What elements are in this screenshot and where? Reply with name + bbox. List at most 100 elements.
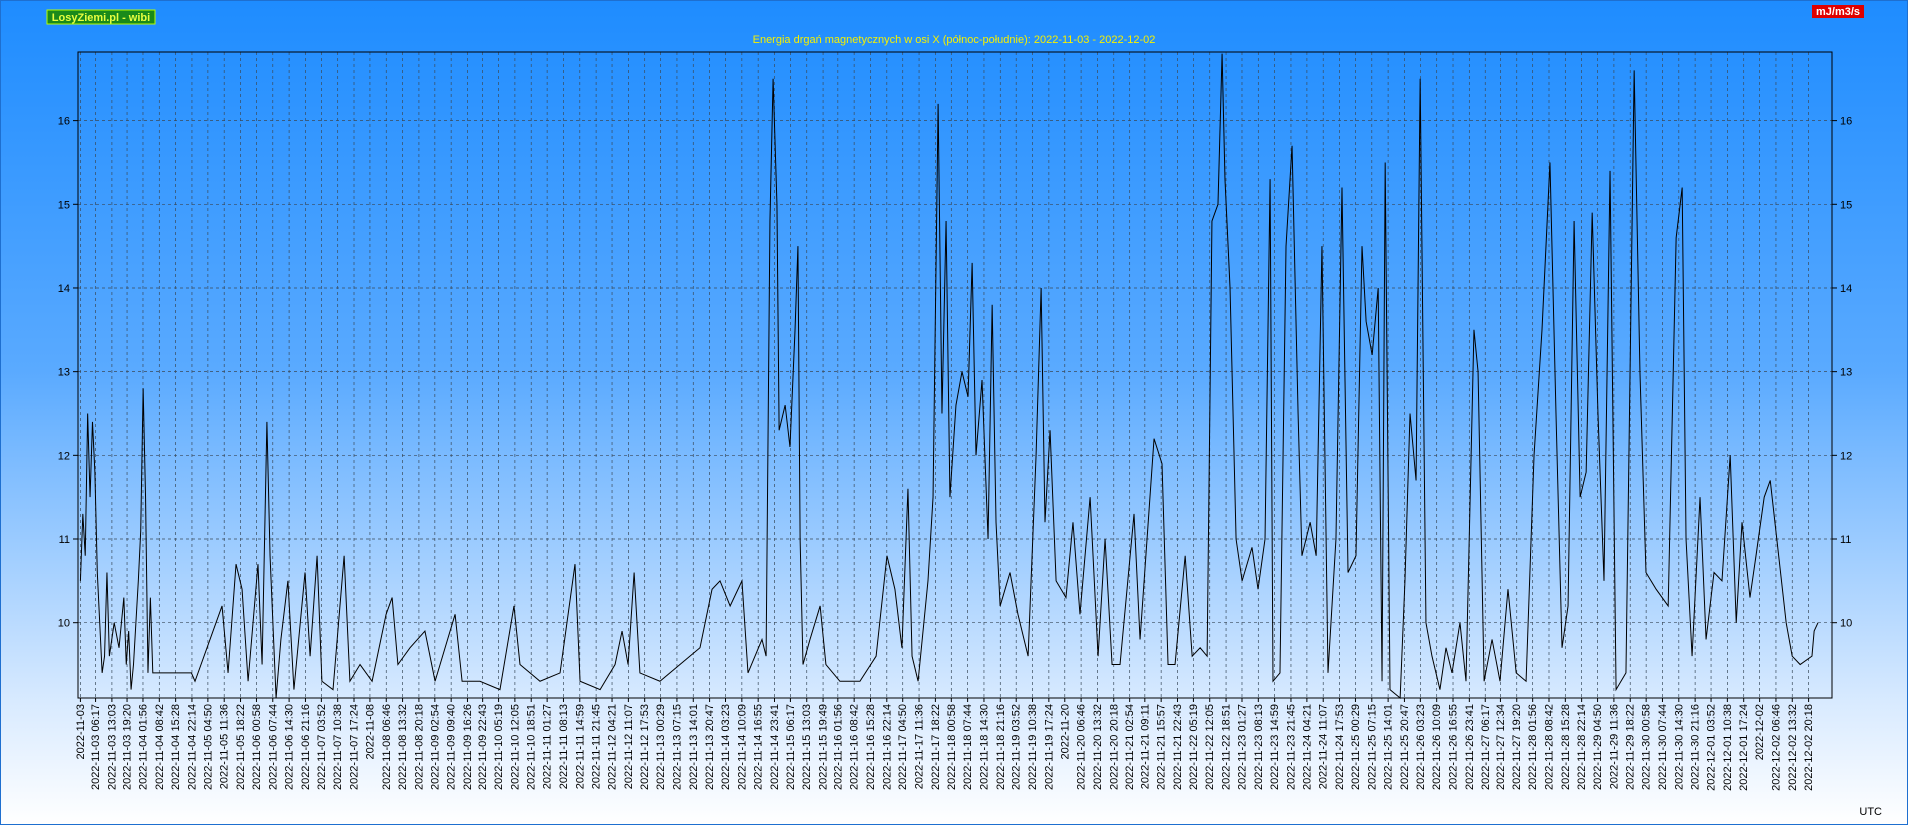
x-tick-label: 2022-12-02 06:46 (1770, 704, 1782, 791)
x-tick-label: 2022-11-11 14:59 (574, 704, 586, 789)
data-line (79, 53, 1819, 700)
x-tick-label: 2022-11-28 22:14 (1576, 704, 1588, 790)
x-tick-label: 2022-11-30 07:44 (1657, 704, 1669, 790)
y2-tick-label: 12 (1840, 450, 1852, 462)
source-label: LosyZiemi.pl - wibi (52, 12, 150, 24)
x-tick-label: 2022-11-26 16:55 (1448, 704, 1460, 790)
x-tick-label: 2022-11-22 05:19 (1188, 704, 1200, 790)
unit-badge (1812, 5, 1864, 18)
x-tick-label: 2022-11-22 18:51 (1221, 704, 1233, 790)
x-tick-label: 2022-11-07 10:38 (332, 704, 344, 790)
plot-border (77, 51, 1833, 699)
x-tick-label: 2022-11-18 07:44 (962, 704, 974, 790)
x-tick-label: 2022-11-06 00:58 (251, 704, 263, 790)
y2-tick-label: 13 (1840, 367, 1852, 379)
unit-label: mJ/m3/s (1816, 6, 1860, 18)
x-tick-label: 2022-11-29 04:50 (1592, 704, 1604, 790)
x-tick-label: 2022-11-13 07:15 (671, 704, 683, 790)
x-tick-label: 2022-11-10 05:19 (493, 704, 505, 790)
x-tick-label: 2022-11-16 22:14 (881, 704, 893, 790)
y-tick-label: 10 (58, 618, 70, 630)
x-tick-label: 2022-11-14 10:09 (736, 704, 748, 790)
x-tick-label: 2022-11-15 13:03 (801, 704, 813, 790)
x-tick-label: 2022-12-01 17:24 (1738, 704, 1750, 791)
x-tick-label: 2022-11-08 13:32 (397, 704, 409, 790)
x-tick-label: 2022-12-02 13:32 (1787, 704, 1799, 791)
x-tick-label: 2022-11-12 11:07 (623, 704, 635, 789)
y2-tick-label: 15 (1840, 199, 1852, 211)
x-tick-label: 2022-11-25 14:01 (1383, 704, 1395, 790)
y2-tick-label: 14 (1840, 283, 1852, 295)
x-tick-label: 2022-11-23 21:45 (1285, 704, 1297, 790)
x-tick-label: 2022-11-26 23:41 (1464, 704, 1476, 790)
x-tick-label: 2022-11-14 23:41 (769, 704, 781, 790)
x-tick-label: 2022-11-03 06:17 (90, 704, 102, 790)
x-tick-label: 2022-11-20 06:46 (1076, 704, 1088, 790)
x-tick-label: 2022-11-03 (75, 704, 87, 759)
x-tick-label: 2022-11-04 01:56 (137, 704, 149, 790)
x-tick-label: 2022-11-13 00:29 (655, 704, 667, 790)
x-tick-label: 2022-11-06 21:16 (300, 704, 312, 790)
x-tick-label: 2022-11-24 11:07 (1318, 704, 1330, 789)
x-tick-label: 2022-11-18 14:30 (978, 704, 990, 790)
x-tick-label: 2022-11-21 02:54 (1124, 704, 1136, 790)
y2-tick-label: 10 (1840, 618, 1852, 630)
x-tick-label: 2022-11-28 08:42 (1543, 704, 1555, 790)
x-tick-label: 2022-11-25 07:15 (1366, 704, 1378, 790)
x-tick-label: 2022-11-04 08:42 (154, 704, 166, 790)
x-tick-label: 2022-11-20 13:32 (1092, 704, 1104, 790)
x-tick-label: 2022-11-23 01:27 (1236, 704, 1248, 790)
x-tick-label: 2022-11-14 16:55 (753, 704, 765, 790)
x-tick-label: 2022-11-24 04:21 (1301, 704, 1313, 790)
y-tick-label: 14 (58, 283, 70, 295)
x-tick-label: 2022-11-05 11:36 (219, 704, 231, 789)
x-tick-label: 2022-11-19 03:52 (1011, 704, 1023, 790)
x-tick-label: 2022-11-23 14:59 (1269, 704, 1281, 790)
y-tick-label: 11 (59, 534, 70, 546)
x-tick-label: 2022-11-21 15:57 (1156, 704, 1168, 790)
chart-title: Energia drgań magnetycznych w osi X (pół… (753, 34, 1156, 46)
x-tick-label: 2022-11-11 08:13 (558, 704, 570, 789)
x-tick-label: 2022-11-17 18:22 (930, 704, 942, 790)
x-tick-label: 2022-11-12 04:21 (607, 704, 619, 790)
x-tick-label: 2022-11-13 20:47 (704, 704, 716, 790)
x-tick-label: 2022-11-08 20:18 (413, 704, 425, 790)
x-tick-label: 2022-11-15 19:49 (818, 704, 830, 790)
x-tick-label: 2022-11-16 15:28 (865, 704, 877, 790)
x-tick-label: 2022-11-17 04:50 (897, 704, 909, 790)
x-tick-label: 2022-12-01 03:52 (1706, 704, 1718, 791)
x-tick-label: 2022-11-13 14:01 (688, 704, 700, 790)
x-tick-label: 2022-11-04 15:28 (170, 704, 182, 790)
x-tick-label: 2022-11-10 18:51 (526, 704, 538, 790)
y-tick-label: 15 (58, 199, 70, 211)
x-tick-label: 2022-11-08 (364, 704, 376, 759)
x-tick-label: 2022-11-30 14:30 (1673, 704, 1685, 790)
x-tick-label: 2022-11-18 00:58 (946, 704, 958, 790)
y2-tick-label: 16 (1840, 116, 1852, 128)
x-tick-label: 2022-11-28 01:56 (1527, 704, 1539, 790)
x-tick-label: 2022-11-09 09:40 (446, 704, 458, 790)
y-tick-label: 12 (58, 450, 70, 462)
x-tick-label: 2022-11-30 00:58 (1641, 704, 1653, 790)
x-tick-label: 2022-11-29 18:22 (1625, 704, 1637, 790)
x-tick-label: 2022-11-27 12:34 (1495, 704, 1507, 790)
x-tick-label: 2022-11-27 19:20 (1511, 704, 1523, 790)
x-tick-label: 2022-12-02 20:18 (1803, 704, 1815, 791)
x-tick-label: 2022-11-17 11:36 (914, 704, 926, 789)
x-tick-label: 2022-11-06 14:30 (284, 704, 296, 790)
x-tick-label: 2022-12-01 10:38 (1722, 704, 1734, 791)
x-tick-label: 2022-11-09 02:54 (429, 704, 441, 790)
x-tick-label: 2022-11-14 03:23 (720, 704, 732, 790)
x-tick-label: 2022-11-09 16:26 (462, 704, 474, 790)
y-tick-label: 13 (58, 367, 70, 379)
x-tick-label: 2022-11-24 17:53 (1334, 704, 1346, 790)
y2-tick-label: 11 (1840, 534, 1851, 546)
x-tick-label: 2022-11-23 08:13 (1253, 704, 1265, 790)
x-tick-label: 2022-11-26 10:09 (1431, 704, 1443, 790)
x-tick-label: 2022-11-25 20:47 (1399, 704, 1411, 790)
x-tick-label: 2022-11-10 12:05 (509, 704, 521, 790)
x-tick-label: 2022-11-16 01:56 (832, 704, 844, 790)
x-tick-label: 2022-11-22 12:05 (1204, 704, 1216, 790)
